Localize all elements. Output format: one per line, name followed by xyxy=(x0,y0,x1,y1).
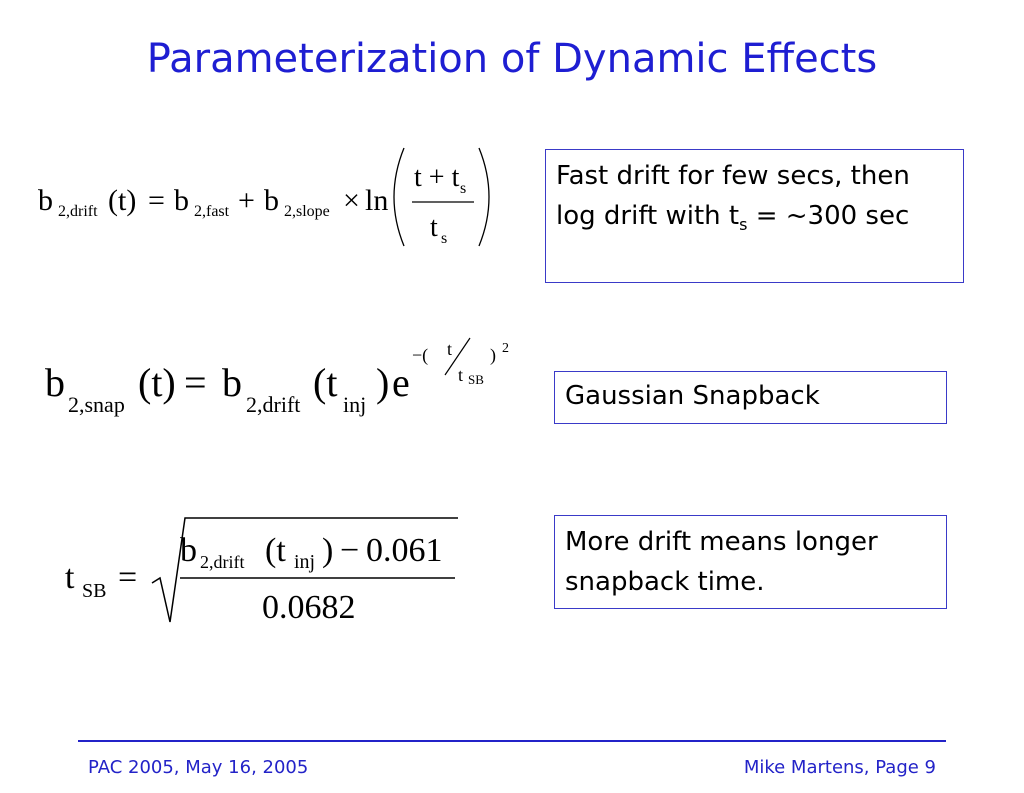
equation-part: 2,slope xyxy=(284,203,330,220)
equation-part: 2,drift xyxy=(200,552,245,572)
equation-part: t xyxy=(458,365,463,385)
equation-part: t xyxy=(430,212,438,243)
equation-part: ) xyxy=(490,345,496,366)
equation-part: inj xyxy=(343,392,366,417)
equation-part: 2,fast xyxy=(194,203,230,220)
equation-part: 0.0682 xyxy=(262,589,356,626)
footer-left: PAC 2005, May 16, 2005 xyxy=(88,757,309,778)
equation-part: s xyxy=(460,180,466,197)
equation-part: = xyxy=(118,559,137,596)
equation-part: − xyxy=(340,532,359,569)
equation-part: ln xyxy=(365,184,388,217)
equation-part: 2,snap xyxy=(68,392,125,417)
fraction-slash xyxy=(444,337,471,376)
equation-part: b xyxy=(180,532,197,569)
equation-part: ) xyxy=(376,360,389,405)
equation-part: ) xyxy=(322,532,333,569)
note-box: Gaussian Snapback xyxy=(554,371,947,424)
note-text: More drift means longer snapback time. xyxy=(565,527,878,597)
equation-part: (t xyxy=(313,360,337,405)
footer-right: Mike Martens, Page 9 xyxy=(743,757,936,778)
equation-part: b xyxy=(45,360,65,405)
paren xyxy=(393,147,405,247)
equation-part: t xyxy=(447,339,452,359)
equation-part: (t) xyxy=(138,360,176,405)
equation-part: = xyxy=(148,184,165,217)
equation-part: SB xyxy=(468,372,484,387)
equation-part: s xyxy=(441,230,447,247)
slide-title: Parameterization of Dynamic Effects xyxy=(147,36,877,82)
equation-part: e xyxy=(392,360,410,405)
equation-part: b xyxy=(174,184,189,217)
note-sub: s xyxy=(739,215,748,235)
note-box: Fast drift for few secs, then log drift … xyxy=(545,149,964,283)
equation-part: 2,drift xyxy=(246,392,300,417)
note-box: More drift means longer snapback time. xyxy=(554,515,947,609)
equation-part: (t xyxy=(265,532,286,569)
equation-part: 0.061 xyxy=(366,532,443,569)
equation-part: b xyxy=(222,360,242,405)
equation-part: b xyxy=(264,184,279,217)
equation-part: inj xyxy=(294,551,315,573)
equation-part: SB xyxy=(82,580,106,602)
equation-part: = xyxy=(184,360,207,405)
paren xyxy=(478,147,490,247)
equation-part: t xyxy=(65,559,75,596)
equation-part: + xyxy=(238,184,255,217)
equation-part: 2 xyxy=(502,341,509,356)
equation-part: (t) xyxy=(108,184,136,217)
equation-part: t + t xyxy=(414,162,460,193)
equation-part: b xyxy=(38,184,53,217)
sqrt-sign xyxy=(151,517,458,623)
equation-part: 2,drift xyxy=(58,203,98,220)
equation-part: −( xyxy=(412,345,428,366)
note-text: Fast drift for few secs, then log drift … xyxy=(556,161,910,231)
note-text: = ~300 sec xyxy=(747,201,910,231)
note-text: Gaussian Snapback xyxy=(565,381,820,411)
equation-part: × xyxy=(343,184,360,217)
